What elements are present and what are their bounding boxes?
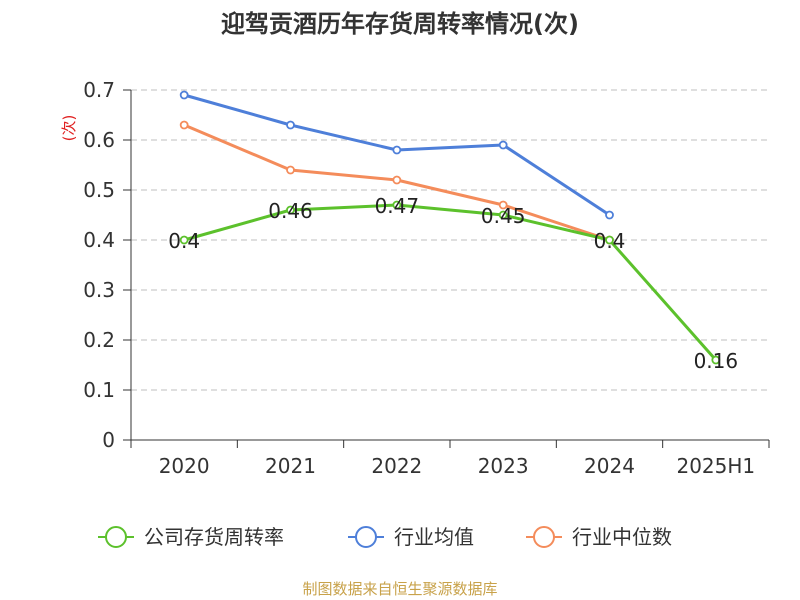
data-label: 0.16 bbox=[694, 349, 739, 373]
data-point bbox=[605, 210, 614, 220]
legend-label: 公司存货周转率 bbox=[144, 525, 284, 549]
source-note: 制图数据来自恒生聚源数据库 bbox=[302, 580, 497, 598]
data-point bbox=[392, 200, 402, 210]
data-point bbox=[392, 145, 402, 155]
legend-item-2[interactable]: 行业中位数 bbox=[526, 525, 672, 549]
y-tick-label: 0.7 bbox=[83, 78, 115, 102]
data-label: 0.45 bbox=[481, 204, 526, 228]
x-axis-ticks: 2020 2021 2022 2023 2024 2025H1 bbox=[130, 440, 770, 478]
legend-swatch-marker bbox=[533, 526, 555, 548]
data-labels: 0.4 0.46 0.47 0.45 0.4 0.16 bbox=[168, 194, 738, 373]
y-axis-unit-label: (次) bbox=[60, 115, 78, 142]
data-point bbox=[179, 120, 189, 130]
data-point bbox=[392, 175, 402, 185]
series-group bbox=[179, 90, 721, 365]
y-tick-label: 0.2 bbox=[83, 328, 115, 352]
x-tick-label: 2022 bbox=[371, 454, 422, 478]
legend-swatch-marker bbox=[105, 526, 127, 548]
data-label: 0.4 bbox=[594, 229, 626, 253]
y-tick-label: 0.4 bbox=[83, 228, 115, 252]
x-tick-label: 2025H1 bbox=[676, 454, 755, 478]
y-axis-ticks: 0 0.1 0.2 0.3 0.4 0.5 0.6 0.7 bbox=[83, 78, 131, 452]
legend-label: 行业中位数 bbox=[572, 525, 672, 549]
data-point bbox=[498, 140, 508, 150]
x-tick-label: 2024 bbox=[584, 454, 635, 478]
y-tick-label: 0 bbox=[102, 428, 115, 452]
x-tick-label: 2023 bbox=[478, 454, 529, 478]
data-point bbox=[179, 235, 189, 245]
legend-swatch-marker bbox=[355, 526, 377, 548]
y-tick-label: 0.3 bbox=[83, 278, 115, 302]
y-tick-label: 0.6 bbox=[83, 128, 115, 152]
data-label: 0.4 bbox=[168, 229, 200, 253]
legend-label: 行业均值 bbox=[394, 525, 474, 549]
data-point bbox=[711, 355, 721, 365]
data-point bbox=[286, 205, 295, 215]
x-tick-label: 2021 bbox=[265, 454, 316, 478]
y-tick-label: 0.5 bbox=[83, 178, 115, 202]
data-point bbox=[286, 165, 295, 175]
y-tick-label: 0.1 bbox=[83, 378, 115, 402]
data-label: 0.46 bbox=[268, 199, 313, 223]
data-label: 0.47 bbox=[375, 194, 420, 218]
chart-title: 迎驾贡酒历年存货周转率情况(次) bbox=[221, 10, 579, 38]
data-point bbox=[498, 210, 508, 220]
grid-lines bbox=[131, 89, 769, 391]
data-point bbox=[498, 200, 508, 210]
data-point bbox=[605, 235, 614, 245]
x-tick-label: 2020 bbox=[159, 454, 210, 478]
data-point bbox=[286, 120, 295, 130]
legend[interactable]: 公司存货周转率 行业均值 行业中位数 bbox=[98, 525, 672, 549]
data-point bbox=[179, 90, 189, 100]
legend-item-1[interactable]: 行业均值 bbox=[348, 525, 474, 549]
series-line-0 bbox=[183, 203, 717, 361]
legend-item-0[interactable]: 公司存货周转率 bbox=[98, 525, 284, 549]
